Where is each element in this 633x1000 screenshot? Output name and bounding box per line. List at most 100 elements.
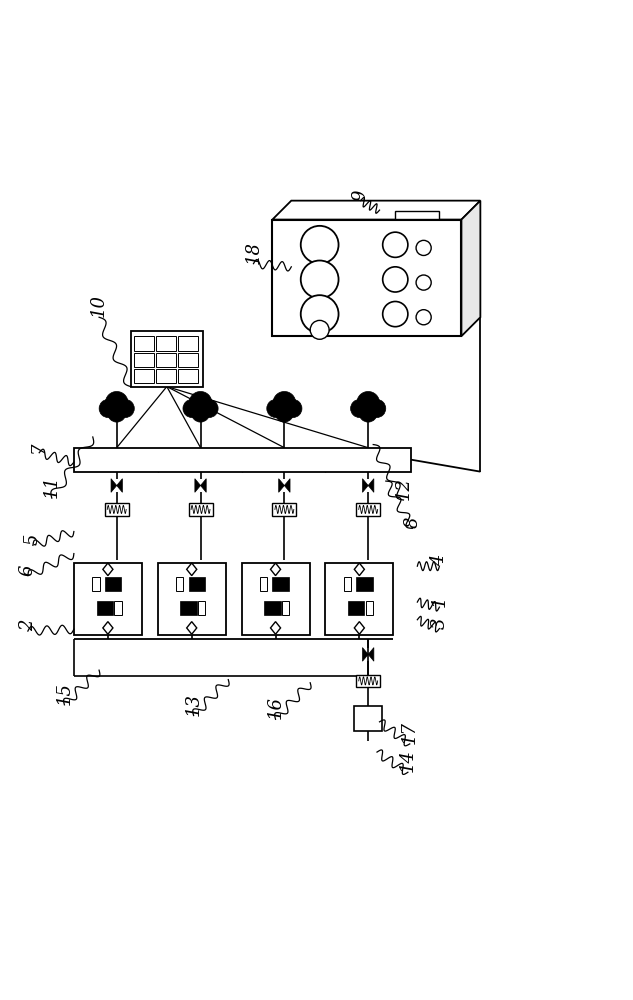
Bar (282, 601, 289, 615)
Circle shape (383, 232, 408, 257)
Circle shape (108, 404, 126, 422)
Polygon shape (284, 479, 290, 492)
Bar (395, 211, 439, 219)
Text: 14: 14 (399, 749, 417, 772)
Text: 1: 1 (430, 596, 448, 607)
Circle shape (273, 391, 296, 414)
Bar (130, 331, 203, 387)
Bar (74, 563, 142, 635)
Bar (356, 503, 380, 516)
Circle shape (200, 399, 218, 418)
Bar (180, 601, 197, 615)
Polygon shape (103, 622, 113, 634)
Bar (272, 503, 296, 516)
Circle shape (284, 399, 302, 418)
Text: 9: 9 (351, 189, 370, 201)
Circle shape (266, 399, 285, 418)
Circle shape (416, 275, 431, 290)
Bar (156, 353, 176, 367)
Bar (92, 577, 99, 591)
Bar (156, 336, 176, 351)
Bar (325, 563, 393, 635)
Bar (356, 675, 380, 687)
Text: 4: 4 (430, 555, 448, 566)
Polygon shape (111, 479, 116, 492)
Text: 8: 8 (403, 517, 422, 528)
Circle shape (383, 267, 408, 292)
Text: 12: 12 (394, 477, 413, 500)
Bar (114, 601, 122, 615)
Circle shape (275, 404, 294, 422)
Polygon shape (187, 622, 197, 634)
Bar (156, 369, 176, 383)
Circle shape (357, 391, 380, 414)
Bar (189, 577, 205, 591)
Bar (198, 601, 205, 615)
Polygon shape (461, 201, 480, 336)
Text: 16: 16 (266, 696, 285, 719)
Polygon shape (363, 648, 368, 661)
Text: 2: 2 (19, 620, 37, 631)
Text: 18: 18 (244, 241, 263, 264)
Text: 15: 15 (56, 682, 73, 705)
Circle shape (183, 399, 201, 418)
Circle shape (301, 226, 339, 264)
Bar (272, 577, 289, 591)
Bar (354, 706, 382, 731)
Circle shape (368, 399, 385, 418)
Polygon shape (270, 563, 280, 576)
Bar (104, 577, 121, 591)
Circle shape (310, 320, 329, 339)
Circle shape (383, 301, 408, 327)
Circle shape (301, 295, 339, 333)
Bar (264, 601, 280, 615)
Text: 13: 13 (185, 693, 203, 716)
Polygon shape (368, 479, 374, 492)
Bar (178, 369, 198, 383)
Polygon shape (195, 479, 201, 492)
Text: 17: 17 (401, 721, 419, 744)
Polygon shape (354, 622, 365, 634)
Bar (134, 353, 154, 367)
Bar (158, 563, 226, 635)
Bar (272, 220, 461, 336)
Bar (356, 577, 373, 591)
Text: 5: 5 (24, 534, 42, 545)
Circle shape (416, 310, 431, 325)
Bar (344, 577, 351, 591)
Circle shape (191, 404, 210, 422)
Polygon shape (279, 479, 284, 492)
Bar (104, 503, 128, 516)
Polygon shape (270, 622, 280, 634)
Text: 7: 7 (30, 441, 48, 453)
Circle shape (99, 399, 117, 418)
Polygon shape (116, 479, 122, 492)
Circle shape (416, 240, 431, 255)
Bar (134, 369, 154, 383)
Bar (348, 601, 365, 615)
Bar (260, 577, 267, 591)
Polygon shape (187, 563, 197, 576)
Bar (176, 577, 184, 591)
Circle shape (301, 261, 339, 298)
Circle shape (189, 391, 212, 414)
Text: 10: 10 (90, 294, 108, 317)
Bar (74, 448, 411, 472)
Text: 11: 11 (43, 475, 61, 498)
Bar (366, 601, 373, 615)
Polygon shape (201, 479, 206, 492)
Bar (242, 563, 310, 635)
Bar (178, 353, 198, 367)
Polygon shape (368, 648, 374, 661)
Polygon shape (363, 479, 368, 492)
Circle shape (105, 391, 128, 414)
Circle shape (351, 399, 369, 418)
Circle shape (116, 399, 134, 418)
Circle shape (359, 404, 377, 422)
Polygon shape (354, 563, 365, 576)
Polygon shape (103, 563, 113, 576)
Bar (189, 503, 213, 516)
Text: 6: 6 (19, 564, 37, 576)
Text: 3: 3 (430, 617, 448, 629)
Bar (178, 336, 198, 351)
